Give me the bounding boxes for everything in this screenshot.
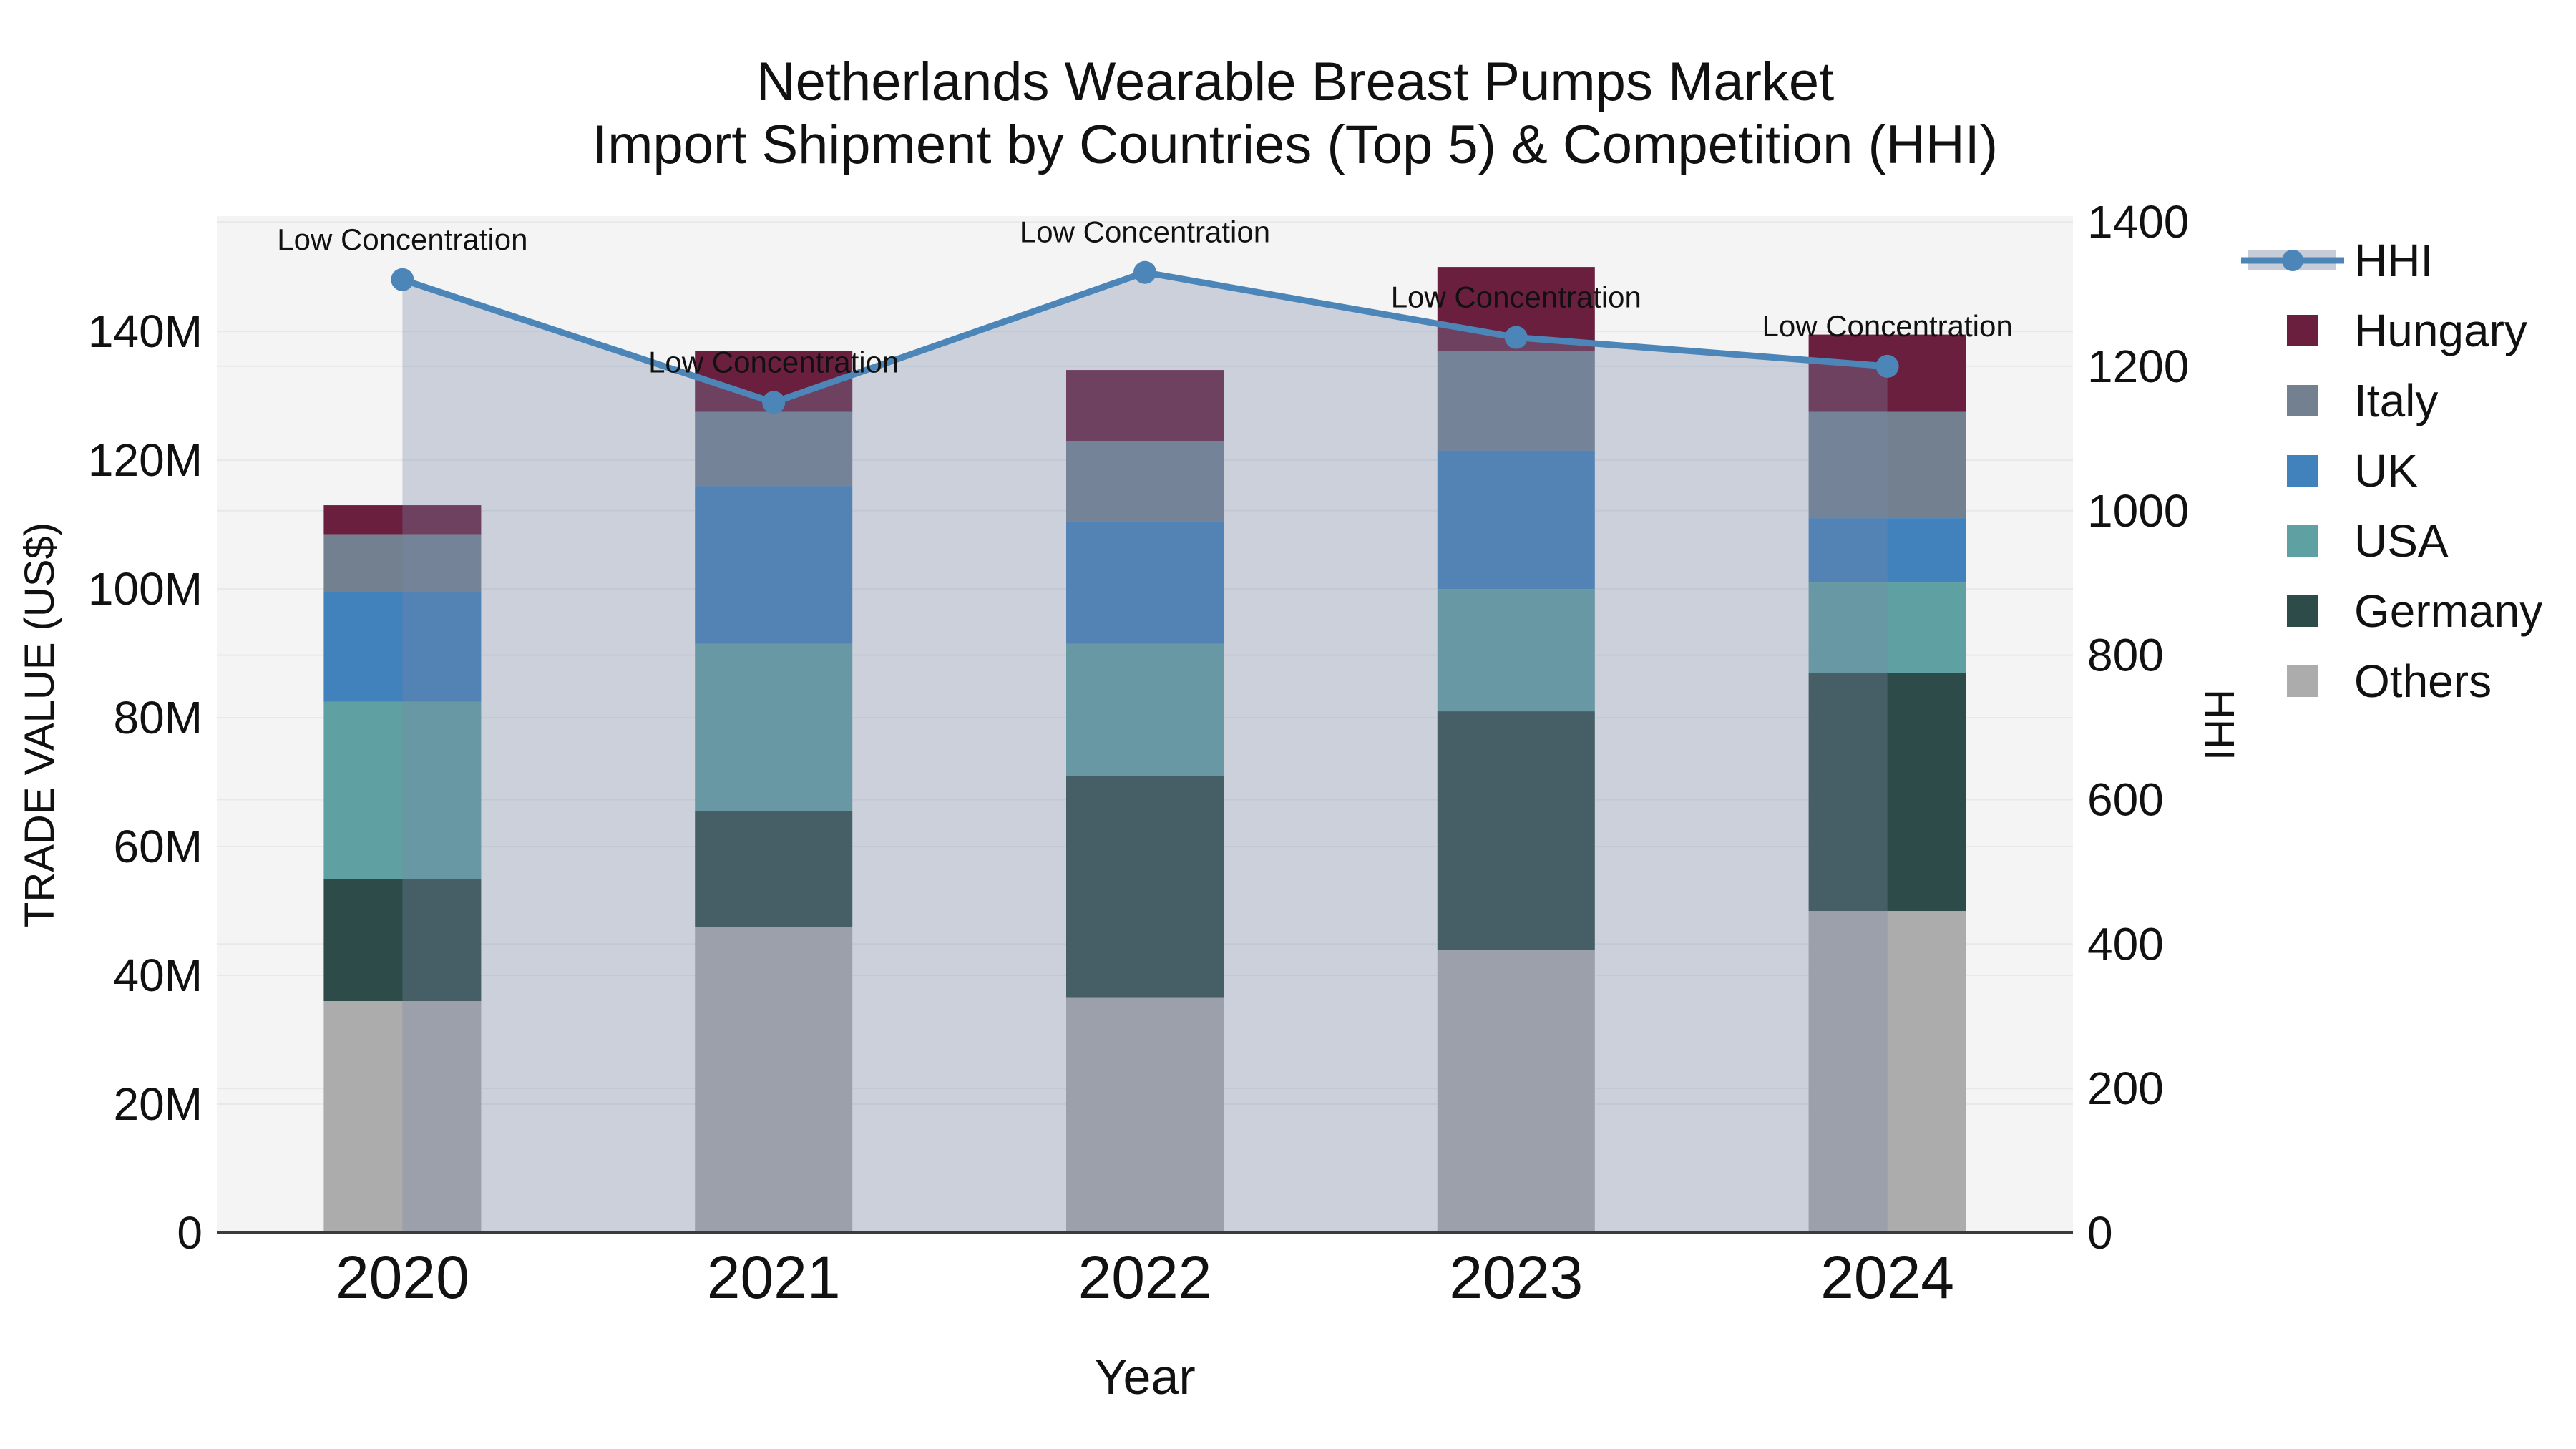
legend-item-germany[interactable]: Germany <box>2287 585 2542 637</box>
y-right-axis-title: HHI <box>2196 689 2243 761</box>
bar-segment-uk-2023[interactable] <box>1437 450 1595 590</box>
y-right-tick-800: 800 <box>2087 630 2164 681</box>
bar-segment-others-2024[interactable] <box>1808 911 1966 1233</box>
annotation-low-concentration-2023: Low Concentration <box>1391 280 1641 314</box>
y-right-tick-labels: 0 200 400 600 800 1000 1200 1400 <box>2087 196 2189 1259</box>
legend-item-usa[interactable]: USA <box>2287 515 2449 567</box>
y-right-tick-400: 400 <box>2087 918 2164 970</box>
y-left-tick-120M: 120M <box>88 434 203 486</box>
legend-swatch-usa <box>2287 525 2318 557</box>
hhi-point-2023[interactable] <box>1504 326 1528 349</box>
y-right-tick-600: 600 <box>2087 774 2164 825</box>
y-right-tick-0: 0 <box>2087 1207 2113 1259</box>
bar-segment-germany-2024[interactable] <box>1808 673 1966 912</box>
bar-segment-hungary-2020[interactable] <box>323 505 482 535</box>
legend-label-others: Others <box>2354 655 2492 707</box>
legend-item-italy[interactable]: Italy <box>2287 375 2438 426</box>
hhi-point-2021[interactable] <box>762 391 786 414</box>
hhi-area-layer <box>402 272 1888 1233</box>
hhi-point-2020[interactable] <box>391 268 414 291</box>
bar-segment-hungary-2022[interactable] <box>1066 370 1224 441</box>
bar-segment-italy-2023[interactable] <box>1437 351 1595 451</box>
annotation-low-concentration-2022: Low Concentration <box>1020 215 1270 249</box>
bar-segment-usa-2022[interactable] <box>1066 643 1224 776</box>
x-tick-2021: 2021 <box>707 1244 841 1311</box>
legend-label-uk: UK <box>2354 445 2418 497</box>
bar-segment-uk-2021[interactable] <box>695 486 853 644</box>
chart-title-line1: Netherlands Wearable Breast Pumps Market <box>756 52 1835 112</box>
legend-item-hhi[interactable]: HHI <box>2241 235 2433 286</box>
legend-swatch-uk <box>2287 455 2318 487</box>
x-axis-title: Year <box>1094 1349 1195 1405</box>
x-tick-2023: 2023 <box>1449 1244 1583 1311</box>
legend-label-hungary: Hungary <box>2354 305 2527 356</box>
annotation-low-concentration-2020: Low Concentration <box>277 223 527 256</box>
bar-segment-others-2022[interactable] <box>1066 997 1224 1233</box>
legend-swatch-italy <box>2287 385 2318 416</box>
legend-swatch-hungary <box>2287 315 2318 346</box>
hhi-line-layer <box>391 260 1899 414</box>
y-left-axis-title: TRADE VALUE (US$) <box>16 522 63 927</box>
annotations-layer: Low Concentration Low Concentration Low Co… <box>277 215 2012 379</box>
bar-segment-others-2020[interactable] <box>323 1001 482 1233</box>
y-left-tick-40M: 40M <box>114 950 203 1001</box>
legend-item-uk[interactable]: UK <box>2287 445 2418 497</box>
hhi-area <box>402 272 1888 1233</box>
x-tick-2024: 2024 <box>1820 1244 1954 1311</box>
bar-segment-usa-2020[interactable] <box>323 701 482 879</box>
y-right-tick-1400: 1400 <box>2087 196 2189 248</box>
bar-segment-italy-2024[interactable] <box>1808 411 1966 519</box>
x-tick-2020: 2020 <box>336 1244 469 1311</box>
bar-segment-germany-2021[interactable] <box>695 811 853 927</box>
y-left-tick-labels: 0 20M 40M 60M 80M 100M 120M 140M <box>88 306 203 1259</box>
y-left-tick-60M: 60M <box>114 821 203 872</box>
hhi-point-2024[interactable] <box>1875 354 1899 378</box>
legend-swatch-germany <box>2287 595 2318 627</box>
x-tick-labels: 2020 2021 2022 2023 2024 <box>336 1244 1954 1311</box>
bar-segment-uk-2020[interactable] <box>323 592 482 702</box>
bar-segment-italy-2021[interactable] <box>695 411 853 487</box>
y-right-tick-1000: 1000 <box>2087 485 2189 537</box>
bar-segment-italy-2020[interactable] <box>323 534 482 592</box>
y-left-tick-100M: 100M <box>88 563 203 615</box>
y-right-tick-200: 200 <box>2087 1063 2164 1114</box>
y-right-tick-1200: 1200 <box>2087 341 2189 392</box>
y-left-tick-20M: 20M <box>114 1078 203 1130</box>
y-left-tick-140M: 140M <box>88 306 203 357</box>
bar-segment-germany-2023[interactable] <box>1437 711 1595 950</box>
legend-label-hhi: HHI <box>2354 235 2433 286</box>
bar-segment-uk-2024[interactable] <box>1808 518 1966 583</box>
bar-segment-germany-2022[interactable] <box>1066 776 1224 998</box>
annotation-low-concentration-2021: Low Concentration <box>648 345 899 379</box>
bars-layer <box>323 267 1966 1233</box>
legend-item-others[interactable]: Others <box>2287 655 2492 707</box>
bar-segment-others-2023[interactable] <box>1437 950 1595 1233</box>
hhi-point-2022[interactable] <box>1133 260 1156 284</box>
legend-label-italy: Italy <box>2354 375 2438 426</box>
legend-hhi-marker <box>2282 250 2303 271</box>
legend-label-usa: USA <box>2354 515 2449 567</box>
x-tick-2022: 2022 <box>1078 1244 1212 1311</box>
bar-segment-usa-2024[interactable] <box>1808 582 1966 673</box>
legend: HHI Hungary Italy UK USA Germany Others <box>2241 235 2542 707</box>
annotation-low-concentration-2024: Low Concentration <box>1762 309 2012 343</box>
bar-segment-usa-2023[interactable] <box>1437 589 1595 712</box>
chart-title-line2: Import Shipment by Countries (Top 5) & C… <box>592 114 1998 175</box>
bar-segment-germany-2020[interactable] <box>323 879 482 1002</box>
legend-swatch-others <box>2287 665 2318 697</box>
y-left-tick-80M: 80M <box>114 692 203 743</box>
y-left-tick-0: 0 <box>177 1207 203 1259</box>
bar-segment-others-2021[interactable] <box>695 927 853 1233</box>
legend-label-germany: Germany <box>2354 585 2542 637</box>
bar-segment-uk-2022[interactable] <box>1066 521 1224 644</box>
legend-item-hungary[interactable]: Hungary <box>2287 305 2527 356</box>
bar-segment-italy-2022[interactable] <box>1066 441 1224 522</box>
bar-segment-usa-2021[interactable] <box>695 643 853 811</box>
